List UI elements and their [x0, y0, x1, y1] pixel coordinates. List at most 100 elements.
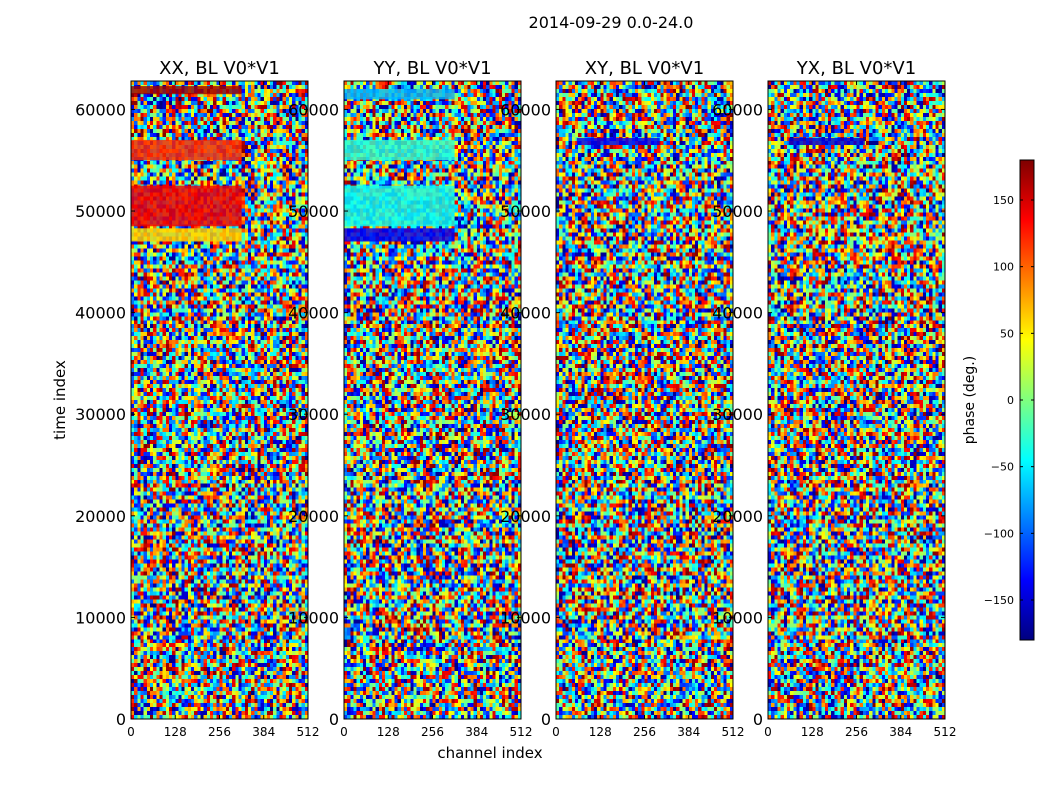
heatmap-cell — [162, 128, 167, 134]
heatmap-cell — [159, 180, 164, 186]
heatmap-cell — [146, 384, 151, 389]
heatmap-cell — [165, 168, 170, 174]
heatmap-cell — [159, 348, 164, 353]
heatmap-cell — [219, 180, 224, 186]
heatmap-cell — [165, 272, 170, 277]
heatmap-cell — [304, 364, 309, 369]
heatmap-cell — [241, 128, 246, 134]
heatmap-cell — [260, 256, 265, 261]
heatmap-cell — [228, 296, 233, 301]
heatmap-cell — [292, 419, 296, 425]
heatmap-cell — [216, 260, 220, 265]
heatmap-cell — [260, 164, 265, 170]
heatmap-cell — [254, 140, 258, 146]
heatmap-cell — [213, 372, 217, 377]
heatmap-cell — [181, 419, 186, 425]
heatmap-cell — [247, 320, 252, 325]
heatmap-cell — [244, 164, 249, 170]
heatmap-cell — [289, 124, 293, 130]
heatmap-cell — [295, 320, 299, 325]
heatmap-cell — [134, 256, 138, 261]
heatmap-cell — [282, 372, 287, 377]
heatmap-cell — [197, 400, 201, 405]
heatmap-cell — [222, 136, 227, 142]
heatmap-cell — [162, 244, 167, 249]
heatmap-cell — [279, 328, 284, 333]
heatmap-cell — [238, 81, 243, 86]
heatmap-cell — [273, 220, 277, 225]
heatmap-cell — [225, 164, 230, 170]
heatmap-cell — [153, 423, 157, 429]
heatmap-cell — [197, 356, 201, 361]
heatmap-cell — [165, 407, 170, 413]
heatmap-cell — [260, 140, 265, 146]
heatmap-cell — [219, 116, 224, 122]
heatmap-cell — [219, 316, 224, 321]
heatmap-cell — [276, 220, 280, 225]
heatmap-cell — [194, 244, 198, 249]
heatmap-cell — [270, 384, 274, 389]
heatmap-cell — [263, 224, 268, 229]
heatmap-cell — [203, 340, 208, 345]
heatmap-cell — [251, 384, 255, 389]
heatmap-cell — [228, 100, 233, 106]
heatmap-cell — [263, 256, 268, 261]
heatmap-cell — [244, 128, 249, 134]
heatmap-cell — [273, 348, 277, 353]
heatmap-cell — [194, 224, 198, 229]
heatmap-cell — [244, 224, 249, 229]
heatmap-cell — [244, 272, 249, 277]
heatmap-cell — [213, 296, 217, 301]
heatmap-cell — [257, 252, 261, 257]
heatmap-cell — [260, 316, 265, 321]
heatmap-cell — [210, 268, 214, 273]
heatmap-cell — [235, 384, 239, 389]
heatmap-cell — [165, 260, 170, 265]
heatmap-cell — [279, 188, 284, 194]
heatmap-cell — [184, 396, 189, 401]
heatmap-cell — [292, 104, 296, 110]
heatmap-cell — [131, 116, 135, 122]
heatmap-cell — [279, 176, 284, 182]
heatmap-cell — [301, 136, 306, 142]
heatmap-cell — [159, 240, 164, 245]
heatmap-cell — [191, 256, 195, 261]
heatmap-cell — [270, 388, 274, 393]
heatmap-cell — [257, 316, 261, 321]
heatmap-cell — [203, 396, 208, 401]
heatmap-cell — [172, 268, 176, 273]
heatmap-cell — [266, 124, 271, 130]
heatmap-cell — [232, 100, 236, 106]
heatmap-cell — [273, 300, 277, 305]
heatmap-cell — [254, 356, 258, 361]
heatmap-cell — [178, 116, 182, 122]
heatmap-cell — [168, 296, 173, 301]
heatmap-cell — [203, 332, 208, 337]
heatmap-cell — [168, 336, 173, 341]
heatmap-cell — [304, 180, 309, 186]
heatmap-cell — [187, 224, 192, 229]
heatmap-cell — [282, 392, 287, 397]
heatmap-cell — [134, 392, 138, 397]
heatmap-cell — [232, 164, 236, 170]
heatmap-cell — [266, 320, 271, 325]
heatmap-cell — [241, 328, 246, 333]
heatmap-cell — [292, 308, 296, 313]
heatmap-cell — [225, 81, 230, 86]
heatmap-cell — [143, 164, 148, 170]
heatmap-cell — [232, 392, 236, 397]
heatmap-cell — [263, 244, 268, 249]
heatmap-cell — [235, 348, 239, 353]
heatmap-cell — [162, 344, 167, 349]
heatmap-cell — [191, 400, 195, 405]
heatmap-cell — [200, 292, 205, 297]
heatmap-cell — [206, 419, 211, 425]
heatmap-cell — [270, 288, 274, 293]
heatmap-cell — [156, 272, 160, 277]
heatmap-cell — [254, 84, 258, 90]
heatmap-cell — [165, 264, 170, 269]
heatmap-cell — [168, 284, 173, 289]
heatmap-cell — [301, 312, 306, 317]
heatmap-cell — [260, 288, 265, 293]
heatmap-cell — [238, 423, 243, 429]
